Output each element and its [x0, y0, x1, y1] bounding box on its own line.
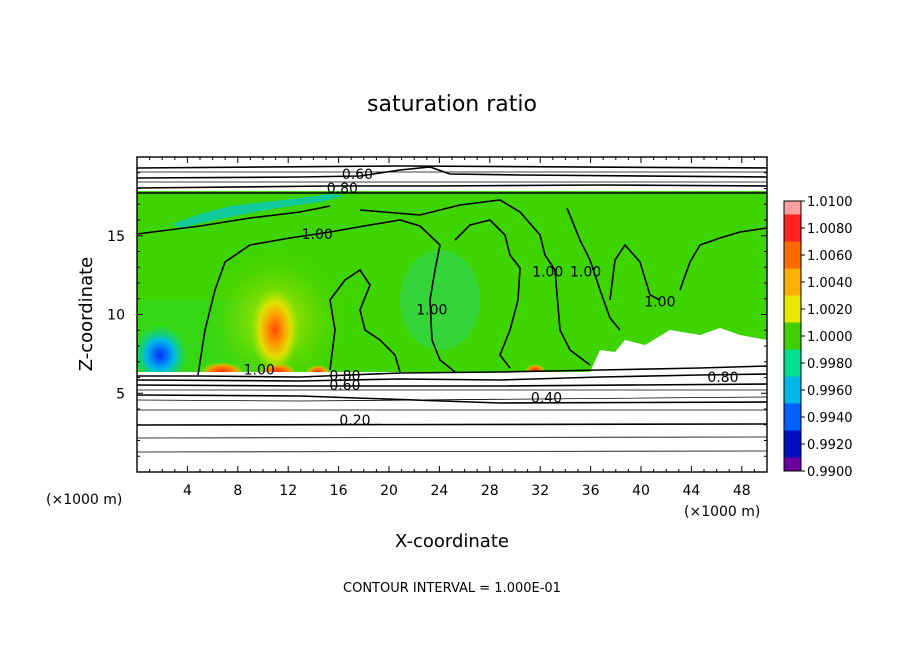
field-upper-streak [172, 194, 345, 228]
colorbar-label: 1.0000 [807, 330, 853, 345]
colorbar-label: 1.0100 [807, 195, 853, 210]
colorbar: 1.0100 1.0080 1.0060 1.0040 1.0020 1.0000 0.99… [783, 195, 853, 480]
x-axis-label: X-coordinate [395, 531, 509, 552]
contour-label: 0.80 [707, 370, 738, 386]
colorbar-label: 1.0020 [807, 303, 853, 318]
contour-label: 1.00 [244, 362, 275, 378]
contour-0.60-top [137, 166, 767, 179]
contour-labels: 0.600.801.001.001.00 1.001.001.00 0.800.60… [244, 167, 739, 429]
saturation-field [137, 157, 767, 472]
x-tick-label: 32 [531, 483, 549, 499]
colorbar-swatch [784, 457, 801, 471]
contour-label: 1.00 [570, 265, 601, 281]
x-tick-label: 20 [380, 483, 398, 499]
contour-minor-5 [137, 450, 767, 453]
contour-0.40-top [137, 165, 767, 169]
chart-title: saturation ratio [367, 92, 537, 117]
x-tick-label: 28 [481, 483, 499, 499]
x-tick-label: 24 [430, 483, 448, 499]
x-tick-label: 44 [682, 483, 700, 499]
colorbar-label: 1.0060 [807, 249, 853, 264]
contour-1.00-upper [137, 199, 591, 366]
contour-label: 0.60 [342, 167, 373, 183]
y-tick-label: 5 [116, 386, 125, 402]
contour-minor-4 [137, 436, 767, 439]
colorbar-swatch [784, 241, 801, 269]
colorbar-swatch [784, 295, 801, 323]
x-tick-label: 36 [582, 483, 600, 499]
contour-label: 1.00 [416, 303, 447, 319]
contour-label: 0.40 [531, 391, 562, 407]
colorbar-swatch [784, 214, 801, 242]
y-tick-label: 10 [107, 308, 125, 324]
y-axis-ticks: 5 10 15 [107, 172, 767, 457]
contour-label: 1.00 [302, 227, 333, 243]
contour-label: 0.60 [329, 378, 360, 394]
contour-interval-note: CONTOUR INTERVAL = 1.000E-01 [343, 581, 561, 596]
contour-1.00-cell-d [566, 207, 661, 331]
contour-0.40-base [137, 394, 767, 404]
x-axis-ticks: 4 8 12 16 20 24 28 32 36 40 44 48 [149, 157, 755, 499]
colorbar-swatch [784, 403, 801, 431]
field-cool-spot [137, 325, 188, 385]
colorbar-label: 1.0040 [807, 276, 853, 291]
contour-label: 1.00 [644, 295, 675, 311]
contour-lines [137, 165, 767, 426]
contour-0.80-top [137, 184, 767, 189]
contour-1.00-cell-c [454, 219, 521, 369]
colorbar-label: 0.9980 [807, 357, 853, 372]
field-dry-lower [137, 372, 767, 472]
colorbar-label: 0.9920 [807, 438, 853, 453]
field-hotspot [251, 288, 299, 372]
colorbar-label: 0.9900 [807, 465, 853, 480]
contour-1.00-cell-a [197, 219, 456, 376]
x-tick-label: 8 [233, 483, 242, 499]
contour-label: 0.20 [339, 413, 370, 429]
x-unit-label-right: (×1000 m) [684, 504, 760, 520]
x-tick-label: 48 [733, 483, 751, 499]
contour-minor-2 [137, 396, 767, 402]
contour-label: 0.80 [327, 181, 358, 197]
field-dry-right [590, 328, 767, 372]
contour-1.00-base [137, 365, 767, 378]
colorbar-swatch [784, 376, 801, 404]
field-cyan-patch [400, 250, 480, 350]
contour-1.00-cell-b [329, 268, 401, 373]
colorbar-swatch [784, 430, 801, 458]
contour-label: 1.00 [532, 265, 563, 281]
contour-minor-lines [137, 171, 767, 453]
y-axis-label: Z-coordinate [76, 257, 97, 372]
colorbar-label: 1.0080 [807, 222, 853, 237]
colorbar-swatch [784, 322, 801, 350]
y-tick-label: 15 [107, 229, 125, 245]
x-tick-label: 12 [279, 483, 297, 499]
colorbar-swatch [784, 268, 801, 296]
contour-0.60-base [137, 383, 767, 387]
colorbar-label: 0.9940 [807, 411, 853, 426]
colorbar-swatch [784, 201, 801, 215]
colorbar-label: 0.9960 [807, 384, 853, 399]
x-unit-label-left: (×1000 m) [46, 492, 122, 508]
x-tick-label: 40 [632, 483, 650, 499]
contour-0.20 [137, 423, 767, 426]
x-tick-label: 16 [330, 483, 348, 499]
contour-0.80-base [137, 373, 767, 382]
colorbar-swatch [784, 349, 801, 377]
contour-label: 0.80 [329, 369, 360, 385]
contour-1.00-right [679, 227, 767, 291]
x-tick-label: 4 [183, 483, 192, 499]
